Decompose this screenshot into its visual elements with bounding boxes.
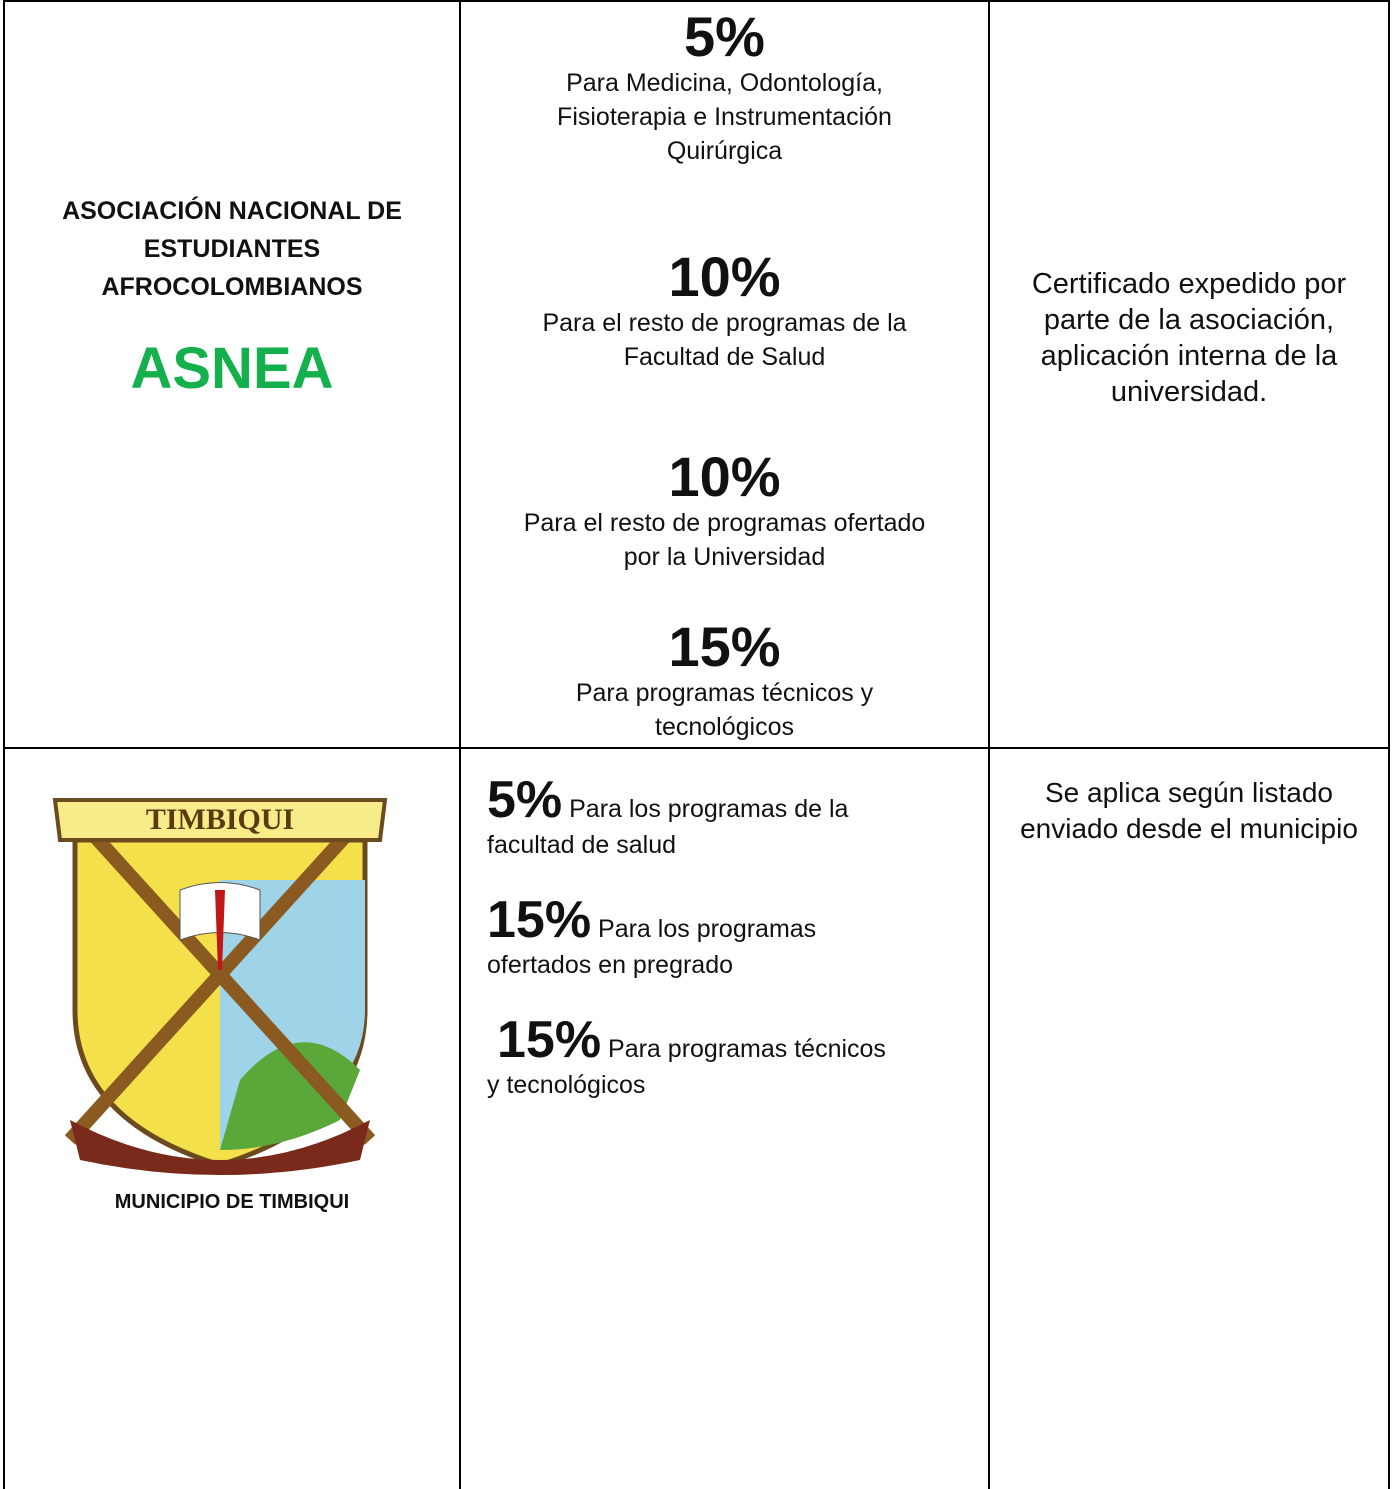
text: universidad. (990, 374, 1388, 410)
description: facultad de salud (487, 827, 967, 863)
description: tecnológicos (461, 710, 988, 744)
logo: TIMBIQUI (40, 780, 400, 1175)
description: Para el resto de programas ofertado (461, 506, 988, 540)
text: Se aplica según listado (990, 775, 1388, 811)
description: Para programas técnicos y (461, 676, 988, 710)
text: AFROCOLOMBIANOS (5, 268, 459, 306)
description: Quirúrgica (461, 134, 988, 168)
percent: 15% (461, 618, 988, 676)
percent: 5% (487, 771, 562, 829)
percent: 10% (461, 248, 988, 306)
text: ASOCIACIÓN NACIONAL DE (5, 192, 459, 230)
text: parte de la asociación, (990, 302, 1388, 338)
line: 15% Para programas técnicos (497, 1022, 977, 1067)
requirement: Se aplica según listado enviado desde el… (990, 775, 1388, 847)
requirement: Certificado expedido por parte de la aso… (990, 266, 1388, 410)
border (988, 0, 990, 1489)
text: aplicación interna de la (990, 338, 1388, 374)
description: por la Universidad (461, 540, 988, 574)
percent: 15% (497, 1011, 601, 1069)
description: Facultad de Salud (461, 340, 988, 374)
border (459, 0, 461, 1489)
description: Para el resto de programas de la (461, 306, 988, 340)
text: ESTUDIANTES (5, 230, 459, 268)
percent: 10% (461, 448, 988, 506)
percent: 15% (487, 891, 591, 949)
text: enviado desde el municipio (990, 811, 1388, 847)
logo-banner: TIMBIQUI (146, 803, 294, 836)
page: ASOCIACIÓN NACIONAL DE ESTUDIANTES AFROC… (0, 0, 1395, 1489)
discount: 5%Para Medicina, Odontología,Fisioterapi… (461, 8, 988, 168)
description: ofertados en pregrado (487, 947, 967, 983)
description: y tecnológicos (487, 1067, 977, 1103)
line: 15% Para los programas (487, 902, 967, 947)
text: Certificado expedido por (990, 266, 1388, 302)
percent: 5% (461, 8, 988, 66)
border (1388, 0, 1390, 1489)
entity-name: ASOCIACIÓN NACIONAL DE ESTUDIANTES AFROC… (5, 192, 459, 306)
description: Para Medicina, Odontología, (461, 66, 988, 100)
description: Para los programas (598, 915, 816, 943)
line: 5% Para los programas de la (487, 782, 967, 827)
acronym: ASNEA (5, 335, 459, 402)
description: Para programas técnicos (608, 1035, 886, 1063)
border (3, 0, 1390, 2)
description: Para los programas de la (569, 795, 848, 823)
entity-name: MUNICIPIO DE TIMBIQUI (5, 1191, 459, 1214)
description: Fisioterapia e Instrumentación (461, 100, 988, 134)
border (3, 747, 1390, 749)
